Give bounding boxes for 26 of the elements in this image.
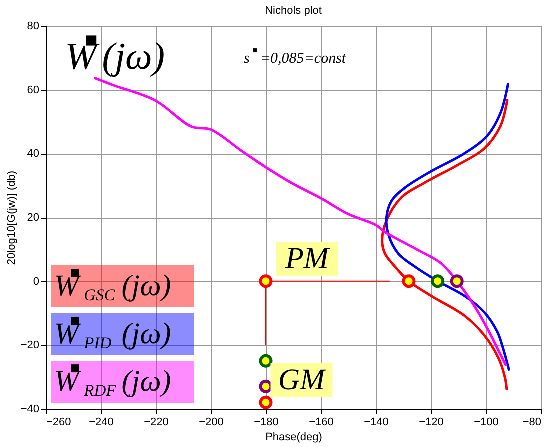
annotation: GM (278, 363, 328, 396)
y-tick-label: 0 (33, 276, 40, 288)
y-tick-label: −20 (20, 340, 40, 352)
annotation: s■=0,085=const (244, 46, 347, 67)
x-tick-label: −180 (254, 416, 279, 428)
y-tick-label: 20 (27, 212, 40, 224)
x-tick-label: −220 (144, 416, 169, 428)
x-tick-label: −100 (474, 416, 499, 428)
text: W■GSC(jω) (54, 262, 172, 304)
x-tick-label: −260 (46, 416, 72, 428)
x-tick-label: −240 (89, 416, 114, 428)
y-tick-label: 60 (27, 84, 40, 96)
x-axis-title: Phase(deg) (266, 432, 322, 444)
x-tick-label: −140 (364, 416, 389, 428)
x-tick-label: −200 (199, 416, 224, 428)
chart-title: Nichols plot (265, 5, 322, 17)
y-axis-title: 20log10[G(jw)] (db) (6, 170, 18, 266)
annotation: W■(jω) (65, 28, 165, 78)
y-tick-label: −40 (20, 404, 40, 416)
text: W■PID(jω) (54, 310, 172, 352)
annotation: PM (284, 242, 331, 275)
y-tick-label: 80 (27, 20, 40, 32)
x-tick-label: −160 (309, 416, 334, 428)
x-tick-label: −80 (522, 416, 542, 428)
y-tick-label: 40 (27, 148, 40, 160)
x-tick-label: −120 (419, 416, 444, 428)
